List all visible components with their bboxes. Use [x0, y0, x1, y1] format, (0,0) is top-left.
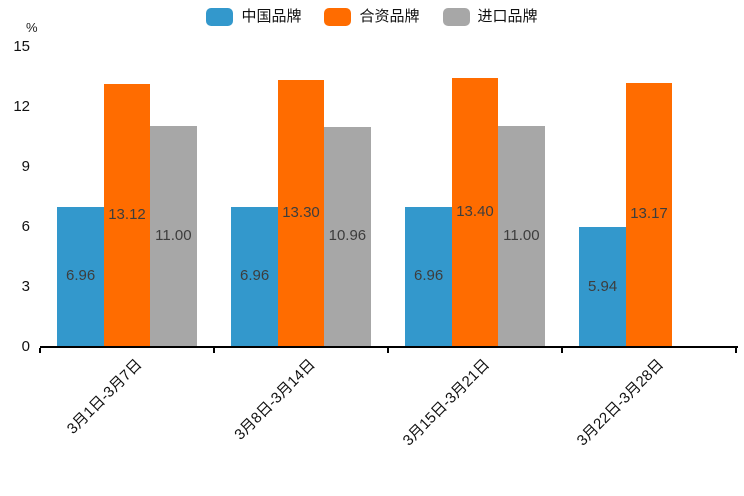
bar-value-label: 13.30 — [282, 204, 320, 221]
y-axis-tick-label: 15 — [13, 38, 30, 55]
legend-item-1: 合资品牌 — [324, 8, 420, 26]
legend-item-2: 进口品牌 — [442, 8, 538, 26]
bar-value-label: 13.17 — [630, 205, 668, 223]
x-axis-tick — [39, 348, 41, 353]
bar-value-label: 6.96 — [65, 267, 96, 285]
legend-label: 进口品牌 — [477, 8, 538, 25]
x-axis-tick — [561, 348, 563, 353]
legend-swatch-icon — [324, 8, 352, 26]
x-axis-tick — [213, 348, 215, 353]
bar-value-label: 13.40 — [456, 203, 494, 220]
bar-series1-group0 — [103, 83, 151, 346]
y-axis-tick-label: 0 — [21, 338, 30, 355]
bar-value-label: 11.00 — [503, 227, 540, 244]
bar-series2-group1 — [324, 126, 371, 346]
y-axis-tick-label: 3 — [21, 278, 30, 295]
bar-value-label: 11.00 — [155, 227, 192, 244]
bar-series1-group1 — [277, 80, 325, 346]
bar-series0-group0 — [57, 206, 104, 346]
bar-series0-group2 — [405, 206, 452, 346]
x-axis-tick — [387, 348, 389, 353]
bar-series1-group2 — [451, 78, 499, 346]
legend-item-0: 中国品牌 — [206, 8, 301, 26]
chart-legend: 中国品牌 合资品牌 进口品牌 — [0, 8, 744, 26]
bar-series2-group0 — [150, 126, 197, 346]
y-axis-tick-label: 9 — [21, 158, 30, 175]
bar-series2-group2 — [498, 126, 545, 346]
bar-value-label: 13.12 — [108, 205, 146, 223]
legend-swatch-icon — [442, 8, 470, 26]
legend-label: 中国品牌 — [241, 8, 302, 25]
bar-value-label: 5.94 — [587, 277, 618, 295]
x-axis-category-label: 3月15日-3月21日 — [399, 356, 494, 450]
y-axis-tick-label: 12 — [13, 98, 30, 115]
bar-series0-group3 — [579, 227, 626, 346]
bar-series1-group3 — [625, 82, 673, 346]
x-axis-tick — [735, 348, 737, 353]
x-axis-category-label: 3月8日-3月14日 — [231, 356, 320, 444]
legend-label: 合资品牌 — [359, 8, 420, 25]
x-axis-line — [40, 346, 738, 348]
bar-value-label: 10.96 — [328, 227, 367, 245]
bar-value-label: 6.96 — [239, 267, 270, 285]
bar-value-label: 6.96 — [413, 267, 444, 285]
y-axis-tick-label: 6 — [21, 218, 30, 235]
bar-series0-group1 — [231, 206, 278, 346]
y-axis-unit-label: % — [26, 20, 38, 35]
x-axis-category-label: 3月22日-3月28日 — [573, 356, 668, 450]
legend-swatch-icon — [206, 8, 234, 26]
x-axis-category-label: 3月1日-3月7日 — [63, 356, 146, 438]
